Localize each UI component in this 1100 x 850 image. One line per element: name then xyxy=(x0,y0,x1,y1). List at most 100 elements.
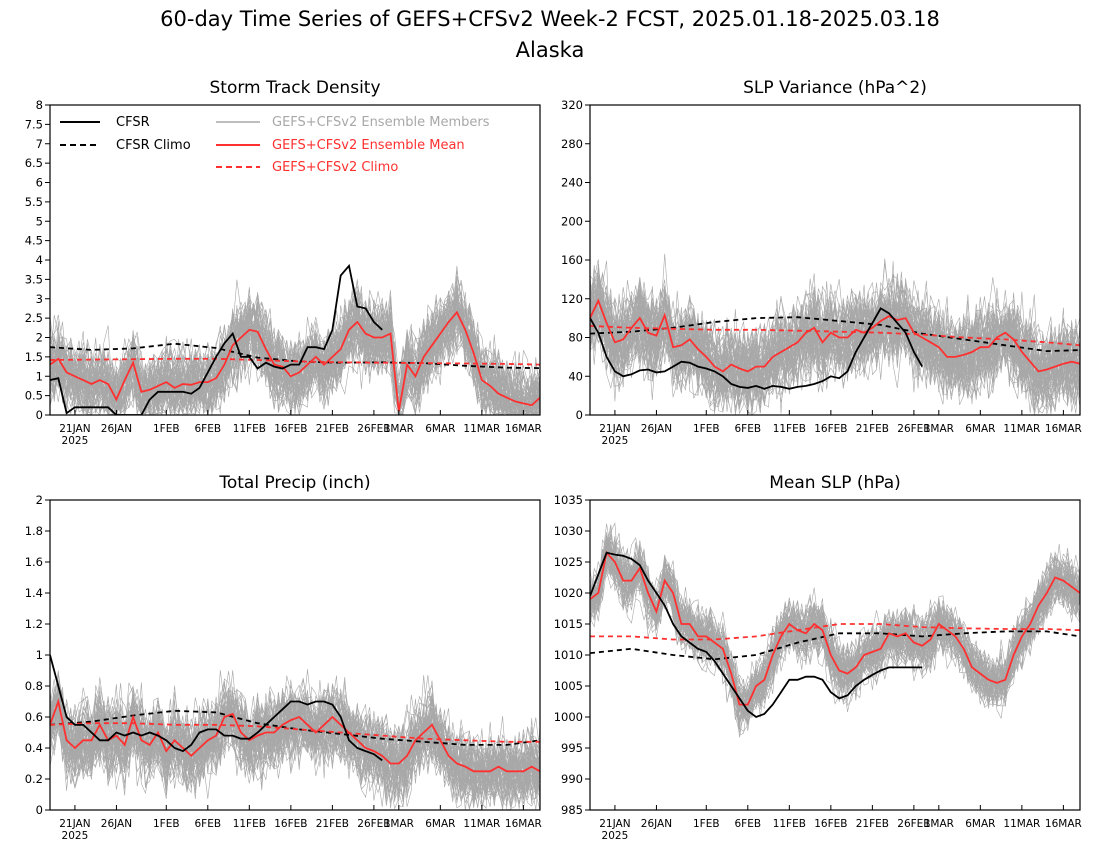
x-tick-label: 1MAR xyxy=(384,818,414,830)
y-tick-label: 1005 xyxy=(554,679,583,693)
ensemble-member-line xyxy=(50,270,540,415)
gefs-climo-line xyxy=(590,325,1080,347)
ensemble-mean-line xyxy=(50,310,540,412)
x-tick-label: 1FEB xyxy=(693,423,720,435)
y-tick-label: 0 xyxy=(36,408,43,422)
y-tick-label: 1010 xyxy=(554,648,583,662)
y-tick-label: 1015 xyxy=(554,617,583,631)
y-tick-label: 985 xyxy=(561,803,583,817)
x-tick-label: 6FEB xyxy=(195,423,222,435)
x-tick-label: 16FEB xyxy=(274,818,307,830)
ensemble-member-line xyxy=(590,540,1080,709)
x-tick-label: 11FEB xyxy=(773,818,806,830)
y-tick-label: 1030 xyxy=(554,524,583,538)
ensemble-member-line xyxy=(50,701,540,809)
ensemble-member-line xyxy=(50,691,540,803)
panel-title: Mean SLP (hPa) xyxy=(769,473,901,493)
x-tick-label: 1FEB xyxy=(693,818,720,830)
y-tick-label: 80 xyxy=(568,331,583,345)
ensemble-member-line xyxy=(590,307,1080,411)
y-tick-label: 5.5 xyxy=(25,195,43,209)
y-tick-label: 240 xyxy=(561,176,583,190)
y-tick-label: 200 xyxy=(561,214,583,228)
x-tick-label: 26FEB xyxy=(897,423,930,435)
cfsr-line xyxy=(50,654,383,762)
x-tick-label: 26JAN xyxy=(641,818,672,830)
x-tick-label: 6FEB xyxy=(735,818,762,830)
x-tick-label: 6MAR xyxy=(965,818,995,830)
plot-area xyxy=(590,253,1080,415)
x-tick-label: 11MAR xyxy=(1003,818,1040,830)
legend-ens-mean-label: GEFS+CFSv2 Ensemble Mean xyxy=(272,138,465,153)
x-tick-label: 6FEB xyxy=(195,818,222,830)
y-tick-label: 1035 xyxy=(554,493,583,507)
cfsr-line xyxy=(50,263,383,415)
ensemble-member-line xyxy=(590,304,1080,415)
plot-area xyxy=(50,654,540,810)
y-tick-label: 280 xyxy=(561,137,583,151)
figure-subtitle-region: Alaska xyxy=(516,38,585,62)
x-year-label: 2025 xyxy=(602,830,629,842)
ensemble-mean-line xyxy=(590,550,1080,706)
gefs-climo-line xyxy=(590,623,1080,641)
ensemble-member-line xyxy=(50,688,540,805)
x-tick-label: 21JAN xyxy=(599,423,630,435)
y-tick-label: 3.5 xyxy=(25,272,43,286)
y-tick-label: 1020 xyxy=(554,586,583,600)
ensemble-member-line xyxy=(50,293,540,414)
y-tick-label: 0.6 xyxy=(25,710,43,724)
y-tick-label: 2 xyxy=(36,331,43,345)
plot-area xyxy=(590,522,1080,738)
y-tick-label: 995 xyxy=(561,741,583,755)
y-tick-label: 160 xyxy=(561,253,583,267)
y-tick-label: 1025 xyxy=(554,555,583,569)
y-tick-label: 2.5 xyxy=(25,311,43,325)
x-tick-label: 26JAN xyxy=(641,423,672,435)
y-tick-label: 4.5 xyxy=(25,234,43,248)
x-tick-label: 21FEB xyxy=(316,818,349,830)
y-tick-label: 320 xyxy=(561,98,583,112)
slp-variance-panel: SLP Variance (hPa^2) 0 40 80 120 160 200 240 280… xyxy=(561,78,1082,447)
y-tick-label: 0.5 xyxy=(25,389,43,403)
legend-members-label: GEFS+CFSv2 Ensemble Members xyxy=(272,115,490,130)
x-tick-label: 11FEB xyxy=(233,423,266,435)
y-tick-label: 6.5 xyxy=(25,156,43,170)
y-tick-label: 990 xyxy=(561,772,583,786)
cfsr-climo-line xyxy=(590,316,1080,353)
ensemble-member-line xyxy=(590,537,1080,711)
x-tick-label: 26FEB xyxy=(357,818,390,830)
x-tick-label: 21JAN xyxy=(59,818,90,830)
x-tick-label: 1MAR xyxy=(384,423,414,435)
figure-title: 60-day Time Series of GEFS+CFSv2 Week-2 … xyxy=(160,7,940,31)
legend-cfsr-climo-label: CFSR Climo xyxy=(116,138,191,153)
y-tick-label: 7 xyxy=(36,137,43,151)
legend-cfsr-label: CFSR xyxy=(116,115,150,130)
x-tick-label: 6MAR xyxy=(425,423,455,435)
x-tick-label: 11FEB xyxy=(233,818,266,830)
x-tick-label: 21FEB xyxy=(856,818,889,830)
ensemble-member-line xyxy=(590,560,1080,720)
y-tick-label: 0.2 xyxy=(25,772,43,786)
x-tick-label: 6MAR xyxy=(425,818,455,830)
y-tick-label: 0.4 xyxy=(25,741,43,755)
gefs-climo-line xyxy=(50,357,540,366)
y-tick-label: 120 xyxy=(561,292,583,306)
x-year-label: 2025 xyxy=(62,435,89,447)
y-tick-label: 1.8 xyxy=(25,524,43,538)
y-tick-label: 6 xyxy=(36,176,43,190)
y-tick-label: 0.8 xyxy=(25,679,43,693)
ensemble-members xyxy=(590,522,1080,738)
x-tick-label: 1FEB xyxy=(153,423,180,435)
ensemble-mean-line xyxy=(590,298,1080,373)
legend-gefs-climo-label: GEFS+CFSv2 Climo xyxy=(272,160,398,175)
y-tick-label: 1 xyxy=(36,648,43,662)
x-tick-label: 1MAR xyxy=(924,818,954,830)
cfsr-line xyxy=(590,307,923,390)
x-tick-label: 21JAN xyxy=(599,818,630,830)
ensemble-member-line xyxy=(50,696,540,804)
y-tick-label: 1.5 xyxy=(25,350,43,364)
ensemble-members xyxy=(50,265,540,415)
x-year-label: 2025 xyxy=(602,435,629,447)
ensemble-member-line xyxy=(50,290,540,415)
ensemble-member-line xyxy=(590,523,1080,694)
